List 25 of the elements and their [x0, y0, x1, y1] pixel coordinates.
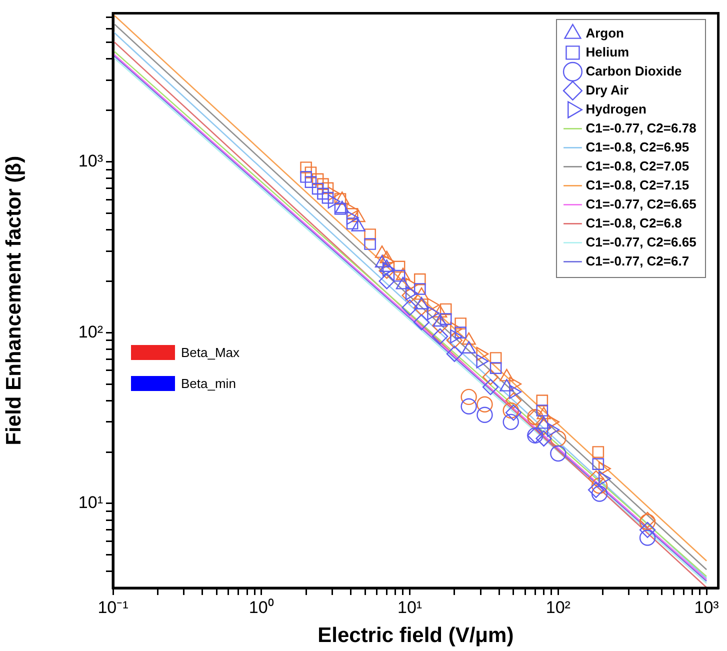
legend-label: C1=-0.77, C2=6.78	[586, 120, 696, 136]
legend-label: Hydrogen	[586, 101, 646, 116]
legend-label: Helium	[586, 44, 630, 60]
legend-label: Carbon Dioxide	[586, 63, 682, 78]
y-tick-label: 10¹	[78, 493, 104, 512]
legend-label: C1=-0.77, C2=6.7	[586, 253, 690, 268]
x-tick-label: 10⁻¹	[98, 598, 129, 617]
annotation: Beta_Max	[181, 345, 240, 360]
legend-label: C1=-0.8, C2=6.8	[586, 215, 682, 230]
legend-label: Dry Air	[586, 82, 629, 98]
x-tick-label: 10¹	[397, 598, 422, 617]
x-axis-title: Electric field (V/μm)	[318, 624, 514, 648]
y-axis-title: Field Enhancement factor (β)	[2, 156, 26, 446]
y-tick-label: 10²	[78, 322, 104, 342]
legend-label: C1=-0.8, C2=7.15	[586, 177, 690, 192]
x-tick-label: 10⁰	[248, 598, 274, 617]
x-tick-label: 10²	[546, 598, 571, 617]
legend-label: C1=-0.8, C2=6.95	[586, 139, 690, 154]
legend-label: C1=-0.8, C2=7.05	[586, 158, 690, 174]
annotation: Beta_min	[181, 376, 236, 391]
legend-label: C1=-0.77, C2=6.65	[586, 196, 696, 212]
legend-label: C1=-0.77, C2=6.65	[586, 234, 696, 250]
y-tick-label: 10³	[78, 151, 104, 170]
legend-label: Argon	[586, 25, 624, 40]
x-tick-label: 10³	[694, 598, 720, 617]
